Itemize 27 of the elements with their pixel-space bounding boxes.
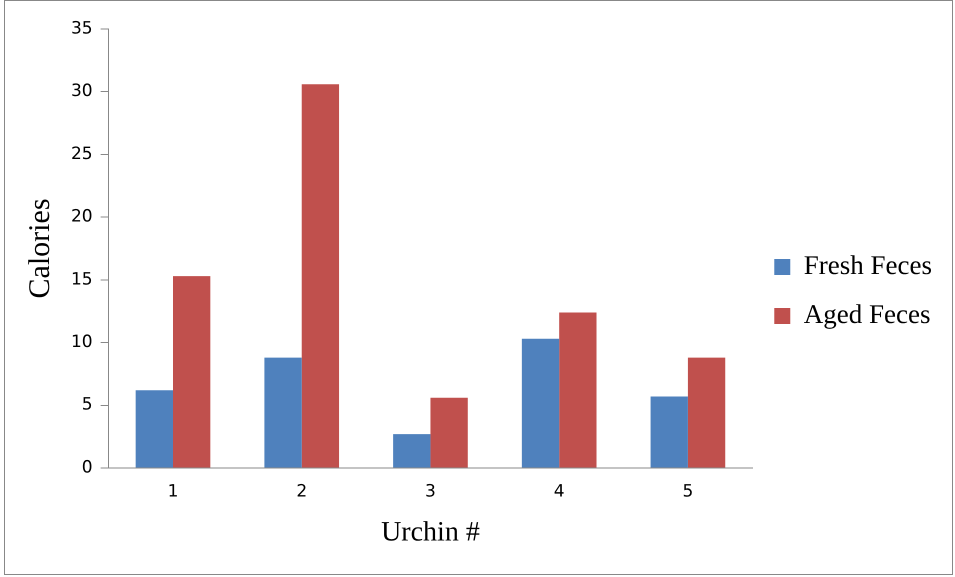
legend-label: Fresh Feces — [804, 250, 932, 280]
y-tick-label: 20 — [70, 206, 93, 227]
bar — [393, 434, 430, 468]
bar — [688, 358, 726, 468]
y-tick-label: 0 — [82, 457, 93, 478]
y-tick-label: 25 — [70, 144, 93, 164]
legend-label: Aged Feces — [804, 299, 930, 330]
x-axis-title: Urchin # — [381, 516, 480, 548]
bar — [650, 396, 688, 468]
bar — [264, 358, 302, 468]
y-tick-label: 30 — [70, 81, 93, 102]
bar — [430, 398, 468, 468]
x-tick-label: 5 — [682, 482, 694, 502]
y-tick-label: 5 — [82, 394, 93, 415]
y-tick-label: 15 — [70, 269, 93, 290]
y-axis-title: Calories — [22, 198, 56, 298]
x-tick-label: 2 — [296, 482, 308, 502]
x-tick-label: 3 — [425, 482, 436, 502]
bar — [302, 84, 340, 468]
y-tick-label: 35 — [70, 18, 93, 38]
y-tick-label: 10 — [70, 332, 93, 352]
bar — [136, 390, 173, 468]
bar — [172, 276, 210, 468]
x-tick-label: 1 — [168, 482, 178, 502]
bar — [522, 338, 560, 468]
x-tick-label: 4 — [554, 482, 565, 502]
bar — [559, 312, 597, 468]
